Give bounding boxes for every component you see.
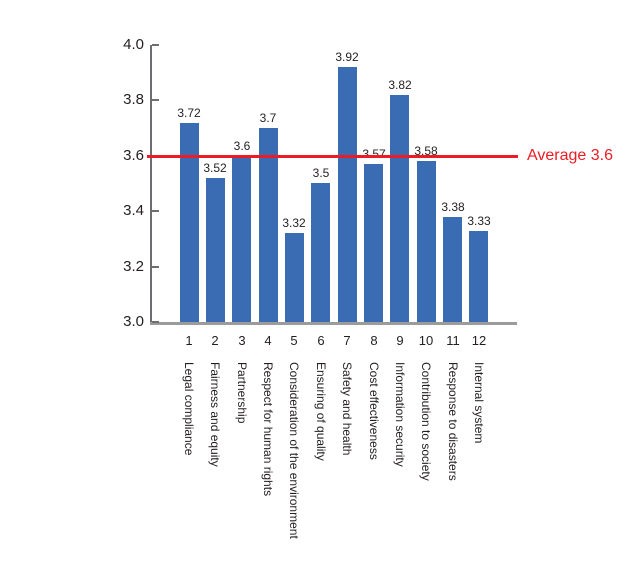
bar (443, 217, 462, 322)
average-line (147, 155, 518, 158)
x-number-label: 12 (471, 333, 487, 348)
bar (338, 67, 357, 322)
y-tick-label: 4.0 (123, 36, 144, 53)
bar-value-label: 3.72 (177, 106, 201, 120)
x-number-label: 10 (418, 333, 434, 348)
bar-value-label: 3.32 (282, 216, 306, 230)
y-tick-label: 3.4 (123, 202, 144, 219)
y-tick-label: 3.0 (123, 313, 144, 330)
y-tick-label: 3.2 (123, 258, 144, 275)
y-axis-line (150, 45, 152, 325)
bar-value-label: 3.92 (335, 50, 359, 64)
average-line-label: Average 3.6 (527, 147, 613, 164)
bar (206, 178, 225, 322)
bar-value-label: 3.5 (312, 166, 330, 180)
bar (232, 156, 251, 322)
bar-value-label: 3.7 (259, 111, 277, 125)
y-tick-mark (152, 321, 159, 323)
x-axis-line (150, 322, 517, 325)
bar-value-label: 3.38 (441, 200, 465, 214)
x-number-label: 9 (396, 333, 404, 348)
x-category-label: Response to disasters (446, 362, 460, 481)
x-number-label: 8 (370, 333, 378, 348)
x-category-label: Respect for human rights (261, 362, 275, 497)
x-category-label: Internal system (472, 362, 486, 444)
x-category-label: Contribution to society (419, 362, 433, 481)
y-tick-mark (152, 210, 159, 212)
x-number-label: 4 (264, 333, 272, 348)
y-tick-label: 3.6 (123, 147, 144, 164)
bar (417, 161, 436, 322)
x-category-label: Information security (393, 362, 407, 467)
x-number-label: 11 (446, 333, 460, 348)
x-number-label: 5 (290, 333, 298, 348)
bar (285, 233, 304, 322)
y-tick-mark (152, 44, 159, 46)
y-tick-mark (152, 99, 159, 101)
bar-value-label: 3.82 (388, 78, 412, 92)
bar (259, 128, 278, 322)
x-category-label: Cost effectiveness (367, 362, 381, 460)
x-number-label: 3 (238, 333, 246, 348)
bar (390, 95, 409, 322)
bar-value-label: 3.58 (414, 144, 438, 158)
bar (364, 164, 383, 322)
bar (180, 123, 199, 322)
x-number-label: 1 (185, 333, 193, 348)
bar-value-label: 3.33 (467, 214, 491, 228)
y-tick-mark (152, 266, 159, 268)
bar (311, 183, 330, 322)
x-category-label: Partnership (235, 362, 249, 424)
bar-value-label: 3.6 (233, 139, 251, 153)
x-number-label: 2 (211, 333, 219, 348)
x-number-label: 7 (343, 333, 351, 348)
x-category-label: Safety and health (340, 362, 354, 456)
bar-value-label: 3.52 (203, 161, 227, 175)
bar (469, 231, 488, 322)
x-category-label: Consideration of the environment (287, 362, 301, 539)
y-tick-label: 3.8 (123, 91, 144, 108)
x-category-label: Fairness and equity (208, 362, 222, 467)
x-category-label: Legal compliance (182, 362, 196, 456)
x-category-label: Ensuring of quality (314, 362, 328, 461)
x-number-label: 6 (317, 333, 325, 348)
